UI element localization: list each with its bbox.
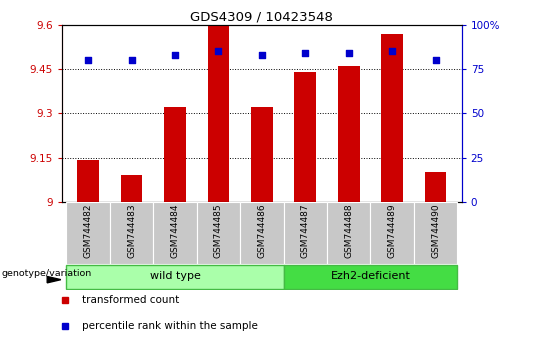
- Bar: [121, 175, 143, 202]
- Point: [127, 57, 136, 63]
- Bar: [110, 202, 153, 264]
- Text: GSM744484: GSM744484: [171, 204, 179, 258]
- Text: genotype/variation: genotype/variation: [1, 269, 91, 278]
- Point: [171, 52, 179, 58]
- Point: [258, 52, 266, 58]
- Text: GSM744487: GSM744487: [301, 204, 310, 258]
- Bar: [153, 202, 197, 264]
- Bar: [370, 202, 414, 264]
- Text: GSM744482: GSM744482: [84, 204, 93, 258]
- Bar: [327, 202, 370, 264]
- Bar: [425, 172, 447, 202]
- Point: [431, 57, 440, 63]
- Text: percentile rank within the sample: percentile rank within the sample: [82, 321, 258, 331]
- Text: GSM744485: GSM744485: [214, 204, 223, 258]
- Text: GSM744489: GSM744489: [388, 204, 397, 258]
- Bar: [197, 202, 240, 264]
- Bar: [251, 107, 273, 202]
- Bar: [66, 202, 110, 264]
- Text: transformed count: transformed count: [82, 295, 179, 306]
- Bar: [381, 34, 403, 202]
- Point: [345, 50, 353, 56]
- Bar: [414, 202, 457, 264]
- Bar: [240, 202, 284, 264]
- Point: [214, 48, 223, 54]
- Polygon shape: [47, 276, 61, 283]
- Text: GSM744488: GSM744488: [345, 204, 353, 258]
- Point: [301, 50, 309, 56]
- Text: Ezh2-deficient: Ezh2-deficient: [330, 272, 410, 281]
- Bar: [77, 160, 99, 202]
- Text: GSM744490: GSM744490: [431, 204, 440, 258]
- Bar: [66, 265, 284, 289]
- Text: GSM744483: GSM744483: [127, 204, 136, 258]
- Bar: [284, 265, 457, 289]
- Bar: [207, 25, 230, 202]
- Text: GSM744486: GSM744486: [258, 204, 266, 258]
- Point: [388, 48, 396, 54]
- Text: wild type: wild type: [150, 272, 200, 281]
- Bar: [164, 107, 186, 202]
- Bar: [284, 202, 327, 264]
- Bar: [338, 66, 360, 202]
- Bar: [294, 72, 316, 202]
- Title: GDS4309 / 10423548: GDS4309 / 10423548: [191, 11, 333, 24]
- Point: [84, 57, 92, 63]
